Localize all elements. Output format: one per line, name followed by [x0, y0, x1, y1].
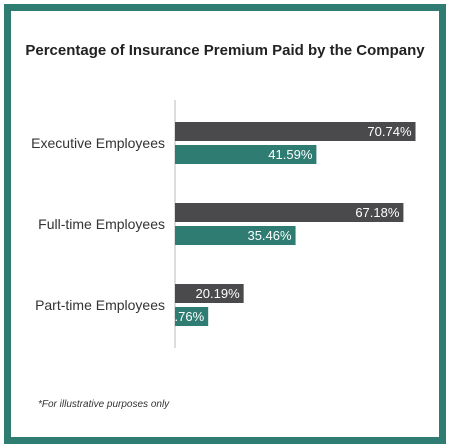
bar — [175, 203, 404, 222]
bar — [175, 226, 296, 245]
data-label: 70.74% — [367, 124, 412, 139]
bar — [175, 145, 317, 164]
footnote: *For illustrative purposes only — [38, 399, 170, 410]
data-label: 9.76% — [167, 309, 204, 324]
category-label: Executive Employees — [31, 135, 165, 151]
data-label: 67.18% — [355, 205, 400, 220]
chart-frame — [4, 4, 446, 444]
bar — [175, 307, 209, 326]
bar — [175, 284, 244, 303]
data-label: 20.19% — [196, 286, 241, 301]
category-label: Part-time Employees — [35, 297, 165, 313]
bar — [175, 122, 416, 141]
data-label: 41.59% — [268, 147, 313, 162]
chart-title: Percentage of Insurance Premium Paid by … — [25, 42, 425, 59]
data-label: 35.46% — [247, 228, 292, 243]
category-label: Full-time Employees — [38, 216, 165, 232]
